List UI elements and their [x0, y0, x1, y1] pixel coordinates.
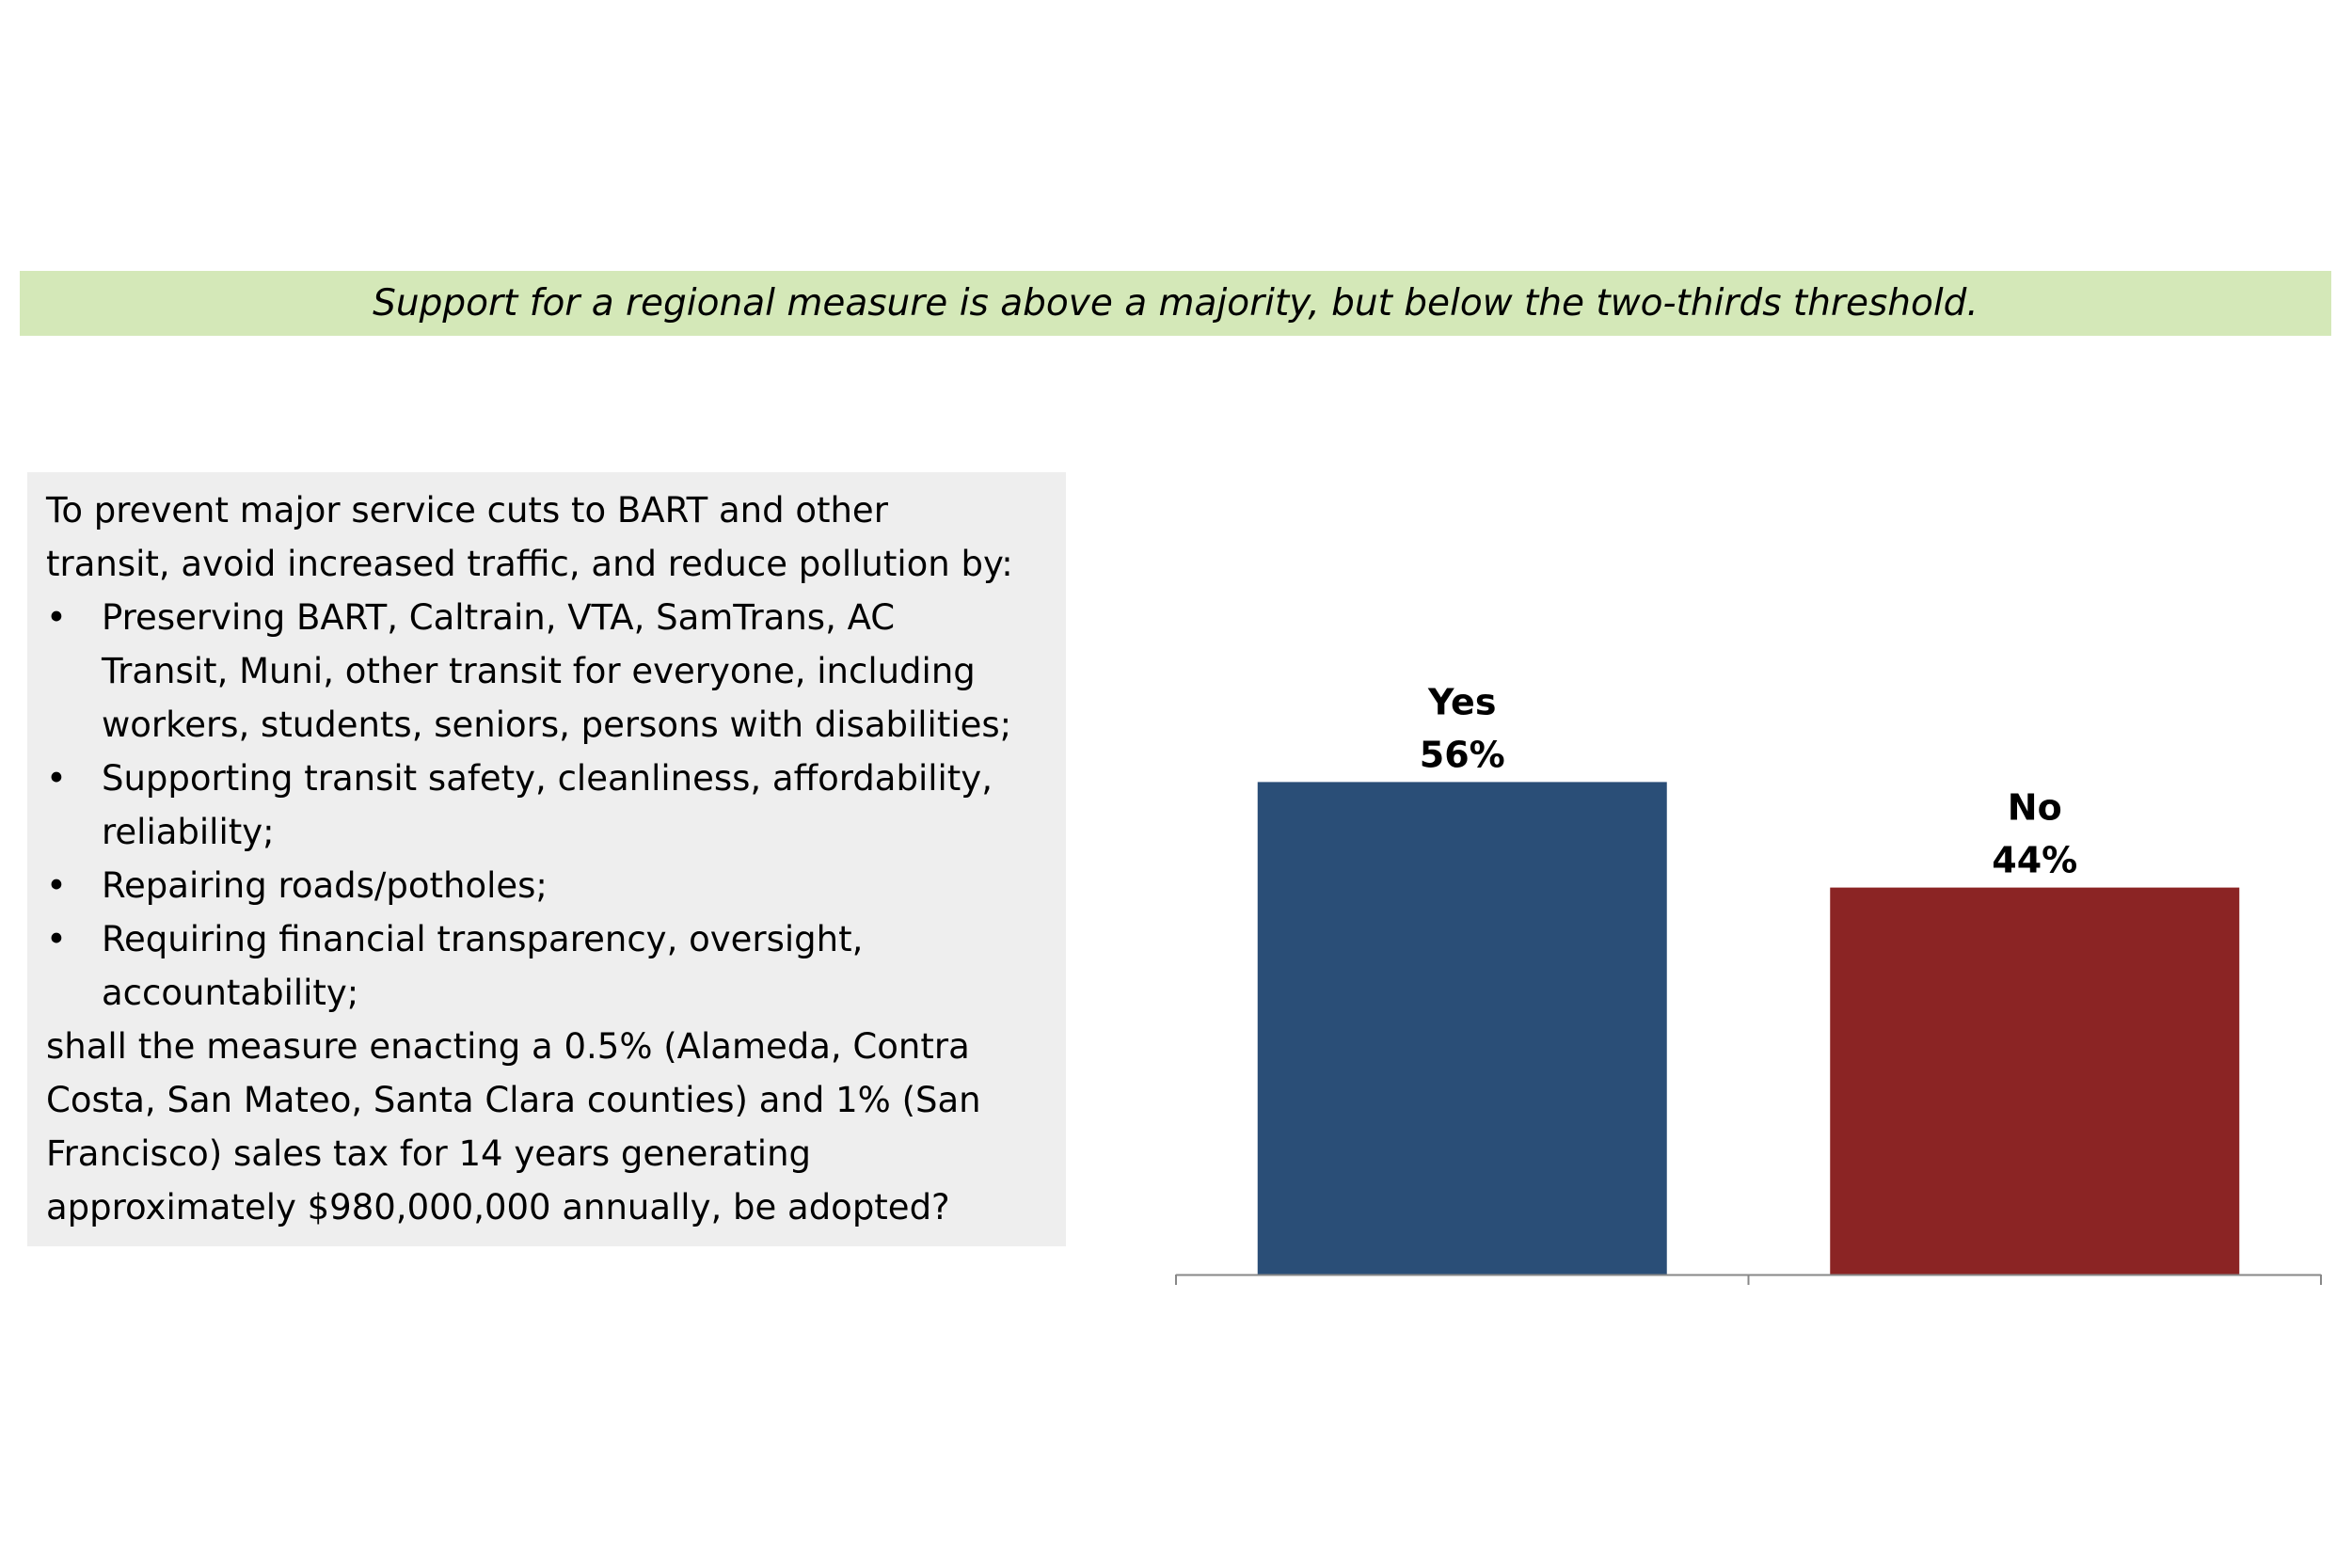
headline-text: Support for a regional measure is above …	[373, 282, 1979, 325]
vote-bar-chart: Yes 56% No 44%	[1157, 602, 2333, 1298]
bar-category-label: No	[2008, 787, 2062, 829]
bullet-item: • Requiring financial transparency, over…	[46, 912, 1051, 1020]
bar-chart-svg: Yes 56% No 44%	[1175, 681, 2322, 1285]
bar-category-label: Yes	[1427, 681, 1496, 722]
bullet-item: • Preserving BART, Caltrain, VTA, SamTra…	[46, 591, 1051, 752]
bullet-marker: •	[46, 919, 67, 959]
bullet-line: workers, students, seniors, persons with…	[102, 705, 1012, 745]
closing-line: shall the measure enacting a 0.5% (Alame…	[46, 1026, 970, 1067]
question-bullet-list: • Preserving BART, Caltrain, VTA, SamTra…	[46, 591, 1051, 1020]
bullet-line: Repairing roads/potholes;	[102, 865, 548, 906]
closing-line: Costa, San Mateo, Santa Clara counties) …	[46, 1080, 981, 1120]
intro-line: To prevent major service cuts to BART an…	[46, 490, 888, 531]
bullet-marker: •	[46, 865, 67, 906]
bullet-line: Transit, Muni, other transit for everyon…	[102, 651, 976, 691]
question-text-box: To prevent major service cuts to BART an…	[27, 472, 1066, 1246]
bullet-item: • Repairing roads/potholes;	[46, 859, 1051, 912]
question-closing: shall the measure enacting a 0.5% (Alame…	[46, 1020, 1051, 1234]
intro-line: transit, avoid increased traffic, and re…	[46, 544, 1013, 584]
closing-line: approximately $980,000,000 annually, be …	[46, 1187, 950, 1227]
bullet-line: accountability;	[102, 973, 359, 1013]
bullet-item: • Supporting transit safety, cleanliness…	[46, 752, 1051, 859]
bullet-line: Supporting transit safety, cleanliness, …	[102, 758, 993, 799]
bar-no	[1830, 887, 2240, 1275]
question-intro: To prevent major service cuts to BART an…	[46, 483, 1051, 591]
bar-value-label: 56%	[1420, 734, 1505, 775]
bullet-marker: •	[46, 758, 67, 799]
headline-banner: Support for a regional measure is above …	[20, 271, 2331, 336]
bullet-line: Requiring financial transparency, oversi…	[102, 919, 864, 959]
bullet-marker: •	[46, 597, 67, 638]
bar-value-label: 44%	[1992, 840, 2077, 881]
bullet-line: Preserving BART, Caltrain, VTA, SamTrans…	[102, 597, 896, 638]
bar-yes	[1257, 782, 1667, 1275]
bullet-line: reliability;	[102, 812, 275, 852]
closing-line: Francisco) sales tax for 14 years genera…	[46, 1133, 812, 1174]
